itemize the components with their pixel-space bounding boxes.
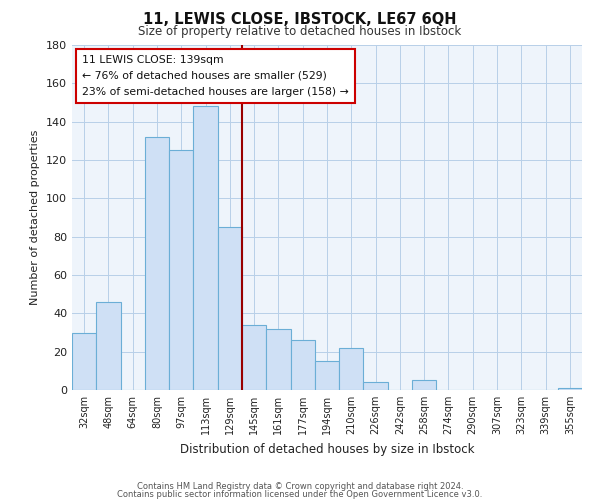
Bar [242, 325, 266, 390]
X-axis label: Distribution of detached houses by size in Ibstock: Distribution of detached houses by size … [180, 442, 474, 456]
Bar [169, 150, 193, 390]
Bar [218, 227, 242, 390]
Bar [364, 382, 388, 390]
Bar [145, 137, 169, 390]
Bar [339, 348, 364, 390]
Y-axis label: Number of detached properties: Number of detached properties [31, 130, 40, 305]
Text: Contains HM Land Registry data © Crown copyright and database right 2024.: Contains HM Land Registry data © Crown c… [137, 482, 463, 491]
Bar [72, 332, 96, 390]
Text: Contains public sector information licensed under the Open Government Licence v3: Contains public sector information licen… [118, 490, 482, 499]
Bar [315, 361, 339, 390]
Bar [290, 340, 315, 390]
Text: 11 LEWIS CLOSE: 139sqm
← 76% of detached houses are smaller (529)
23% of semi-de: 11 LEWIS CLOSE: 139sqm ← 76% of detached… [82, 56, 349, 96]
Bar [266, 328, 290, 390]
Text: 11, LEWIS CLOSE, IBSTOCK, LE67 6QH: 11, LEWIS CLOSE, IBSTOCK, LE67 6QH [143, 12, 457, 28]
Bar [412, 380, 436, 390]
Bar [558, 388, 582, 390]
Text: Size of property relative to detached houses in Ibstock: Size of property relative to detached ho… [139, 25, 461, 38]
Bar [193, 106, 218, 390]
Bar [96, 302, 121, 390]
